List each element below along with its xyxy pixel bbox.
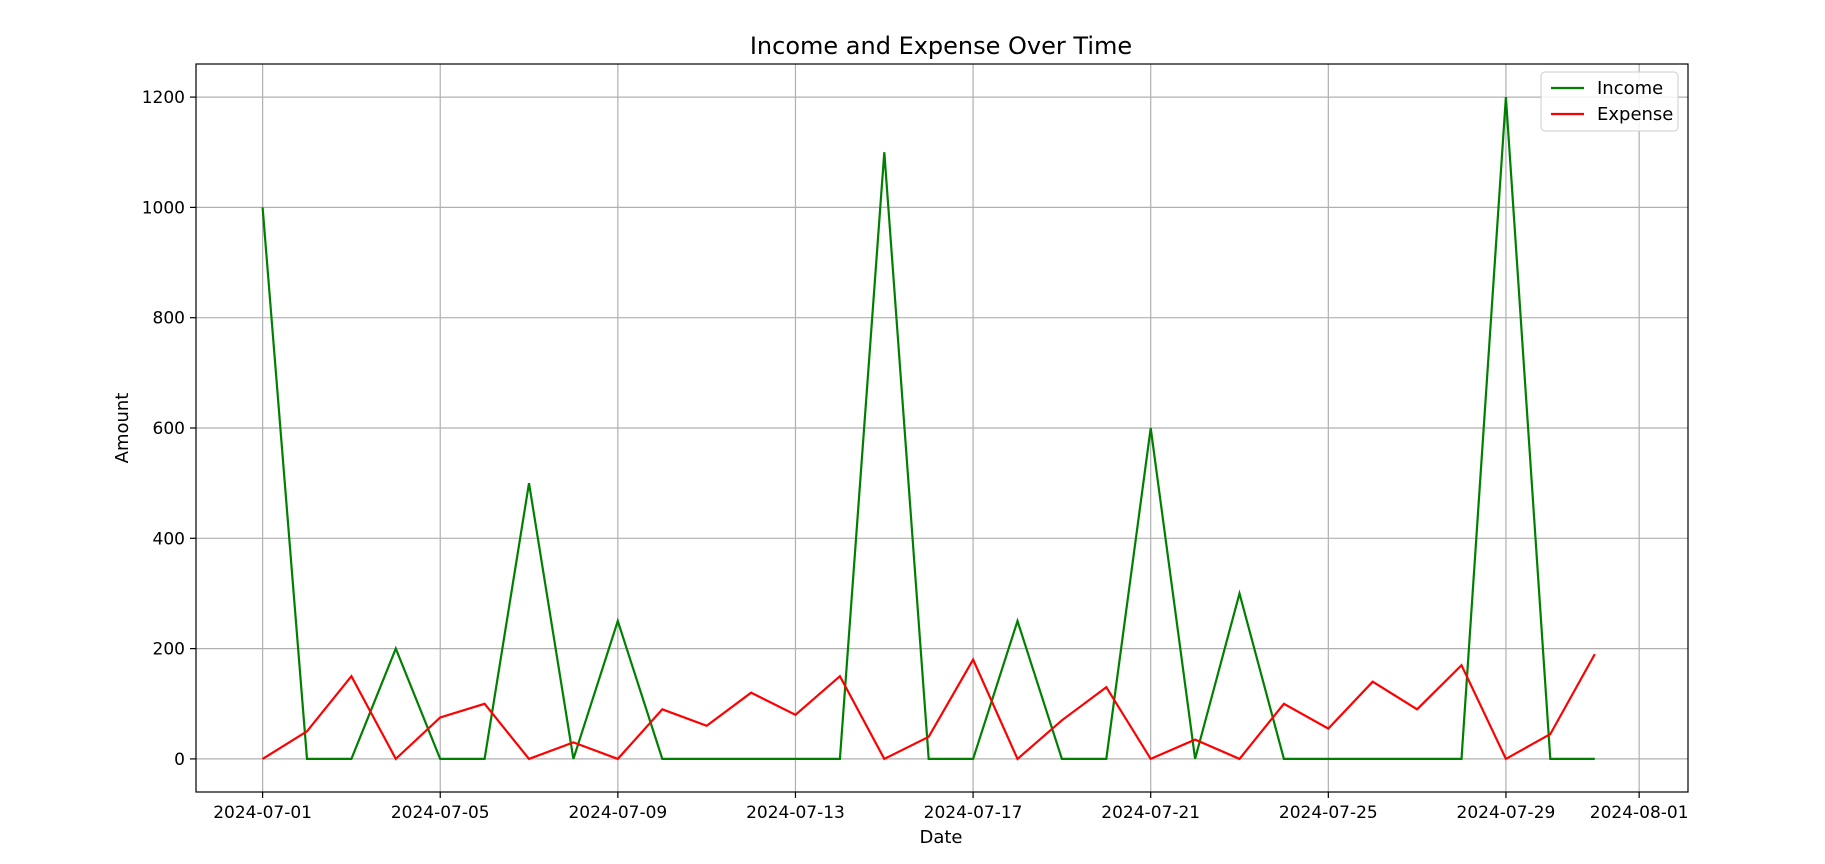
x-tick-label: 2024-07-21 — [1101, 803, 1200, 823]
y-tick-label: 400 — [153, 529, 185, 549]
legend: Income Expense — [1540, 71, 1679, 132]
series-lines — [261, 97, 1596, 761]
x-tick-label: 2024-07-05 — [391, 803, 490, 823]
x-tick-label: 2024-07-25 — [1279, 803, 1378, 823]
x-axis-label: Date — [919, 827, 962, 848]
chart-title: Income and Expense Over Time — [750, 32, 1132, 60]
series-line-income — [261, 97, 1595, 761]
series-line-expense — [262, 653, 1596, 761]
legend-box — [1540, 71, 1679, 132]
y-tick-label: 200 — [153, 640, 185, 660]
x-tick-label: 2024-07-17 — [924, 803, 1023, 823]
legend-label-expense: Expense — [1597, 104, 1673, 125]
x-tick-label: 2024-07-09 — [568, 803, 667, 823]
x-tick-label: 2024-07-01 — [213, 803, 312, 823]
y-axis-ticks: 0 200 400 600 800 1000 1200 — [142, 88, 196, 770]
x-tick-label: 2024-07-29 — [1457, 803, 1556, 823]
y-tick-label: 800 — [153, 309, 185, 329]
y-tick-label: 1000 — [142, 198, 185, 218]
legend-label-income: Income — [1597, 78, 1663, 99]
y-axis-label: Amount — [112, 393, 133, 464]
x-tick-label: 2024-07-13 — [746, 803, 845, 823]
y-tick-label: 1200 — [142, 88, 185, 108]
x-tick-label: 2024-08-01 — [1590, 803, 1689, 823]
y-tick-label: 0 — [174, 750, 185, 770]
y-tick-label: 600 — [153, 419, 185, 439]
x-axis-ticks: 2024-07-01 2024-07-05 2024-07-09 2024-07-13… — [213, 792, 1689, 823]
